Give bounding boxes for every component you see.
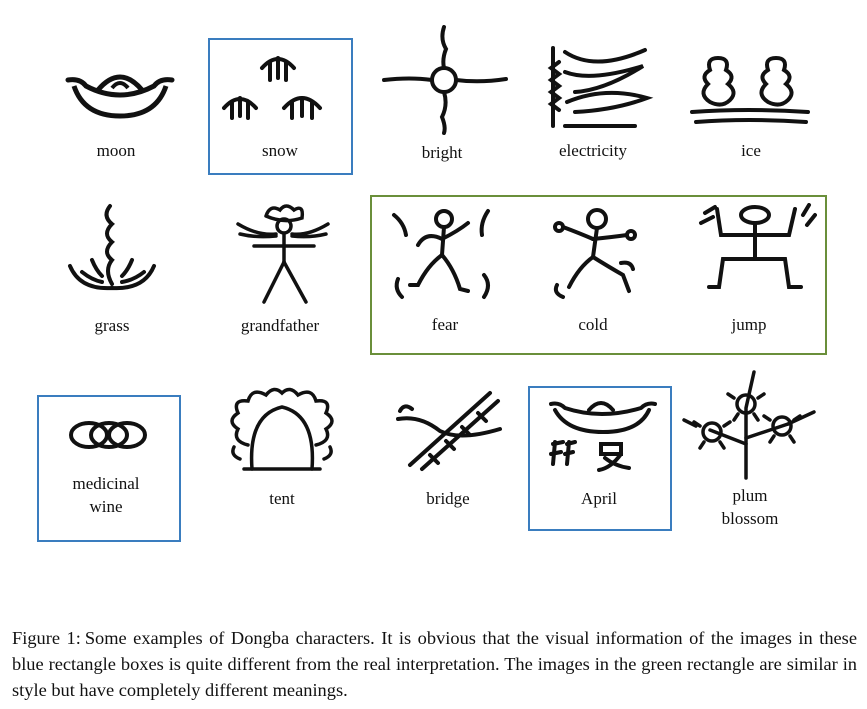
plum-blossom-label-line1: plum — [732, 486, 768, 505]
tent-glyph — [222, 385, 342, 475]
electricity-label: electricity — [559, 141, 627, 160]
caption-label: Figure 1: — [12, 628, 81, 648]
jump-glyph — [697, 203, 817, 298]
cold-glyph — [543, 205, 643, 300]
moon-glyph — [60, 58, 180, 128]
grass-glyph — [62, 200, 162, 300]
plum-blossom-label-line2: blossom — [721, 509, 779, 528]
april-label: April — [581, 489, 617, 508]
bridge-glyph — [390, 385, 520, 475]
grandfather-glyph — [232, 200, 332, 305]
grandfather-label: grandfather — [240, 316, 320, 335]
ice-label: ice — [741, 141, 761, 160]
tent-label: tent — [269, 489, 295, 508]
medicinal-wine-glyph — [65, 415, 155, 455]
medicinal-wine-blue-box — [37, 395, 181, 542]
caption-text: Some examples of Dongba characters. It i… — [12, 628, 857, 700]
plum-blossom-glyph — [682, 368, 822, 483]
grass-label: grass — [94, 316, 130, 335]
bright-glyph — [380, 25, 510, 135]
jump-label: jump — [731, 315, 767, 334]
fear-glyph — [388, 205, 503, 300]
moon-label: moon — [96, 141, 136, 160]
medicinal-wine-label-line1: medicinal — [72, 474, 140, 493]
april-glyph — [545, 392, 660, 472]
ice-glyph — [688, 50, 813, 130]
snow-glyph — [220, 50, 340, 130]
figure-caption: Figure 1: Some examples of Dongba charact… — [12, 625, 857, 703]
fear-label: fear — [431, 315, 459, 334]
medicinal-wine-label-line2: wine — [89, 497, 123, 516]
april-blue-box — [528, 386, 672, 531]
electricity-glyph — [545, 42, 660, 132]
figure: moon snow bright ele — [37, 25, 827, 542]
green-style-box — [370, 195, 827, 355]
snow-label: snow — [262, 141, 298, 160]
bridge-label: bridge — [426, 489, 470, 508]
cold-label: cold — [578, 315, 608, 334]
bright-label: bright — [421, 143, 463, 162]
snow-blue-box — [208, 38, 353, 175]
